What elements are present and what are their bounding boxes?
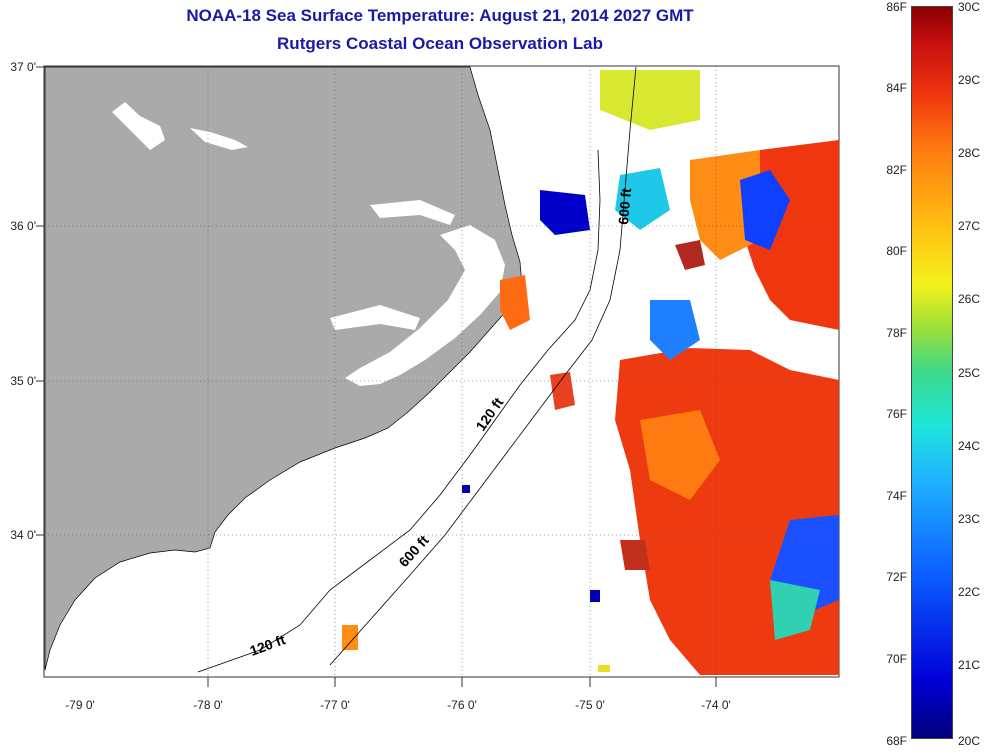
- sst-inshore: [500, 275, 530, 330]
- contour-600ft: [329, 66, 637, 666]
- colorbar-f-label: 72F: [886, 570, 907, 584]
- sst-blue-2: [650, 300, 700, 360]
- colorbar-c-label: 24C: [958, 439, 981, 453]
- colorbar-c-label: 20C: [958, 734, 981, 748]
- land-mass: [44, 66, 523, 671]
- sst-inshore-2: [550, 372, 575, 410]
- lat-label: 36 0': [10, 219, 36, 233]
- lat-label: 34 0': [10, 528, 36, 542]
- lon-label: -75 0': [575, 698, 605, 712]
- lon-label: -76 0': [447, 698, 477, 712]
- sst-cyan-2: [770, 580, 820, 640]
- colorbar-f-label: 76F: [886, 407, 907, 421]
- map-title: NOAA-18 Sea Surface Temperature: August …: [186, 6, 694, 25]
- contour-120ft: [197, 149, 601, 673]
- colorbar-c-label: 28C: [958, 146, 981, 160]
- lat-label: 35 0': [10, 374, 36, 388]
- colorbar-f-label: 74F: [886, 489, 907, 503]
- colorbar-c-label: 30C: [958, 0, 981, 14]
- sst-blue-3: [540, 190, 590, 235]
- lon-label: -77 0': [320, 698, 350, 712]
- colorbar-gradient: [911, 6, 953, 739]
- sst-small-4: [598, 665, 610, 672]
- sound-water: [345, 225, 505, 386]
- colorbar-f-label: 82F: [886, 163, 907, 177]
- colorbar-c-label: 23C: [958, 512, 981, 526]
- colorbar-c-label: 29C: [958, 73, 981, 87]
- grid-lines: [44, 66, 839, 677]
- lon-label: -74 0': [701, 698, 731, 712]
- colorbar-c-label: 26C: [958, 292, 981, 306]
- lon-label: -78 0': [193, 698, 223, 712]
- colorbar-c-label: 22C: [958, 585, 981, 599]
- river-albemarle: [370, 200, 455, 225]
- sst-orange: [690, 150, 760, 260]
- lat-label: 37 0': [10, 60, 36, 74]
- sst-darkred-2: [620, 540, 650, 570]
- sst-small-2: [590, 590, 600, 602]
- colorbar-f-label: 68F: [886, 734, 907, 748]
- colorbar-f-label: 86F: [886, 0, 907, 14]
- contour-label-600-north: 600 ft: [615, 187, 634, 225]
- sst-yellow: [600, 70, 700, 130]
- colorbar-c-label: 27C: [958, 219, 981, 233]
- colorbar: [911, 6, 953, 739]
- colorbar-c-label: 21C: [958, 658, 981, 672]
- sst-cyan: [615, 168, 670, 230]
- lake-inland: [112, 102, 165, 150]
- sst-blue: [740, 170, 790, 250]
- sst-darkred: [675, 240, 705, 270]
- colorbar-f-label: 78F: [886, 326, 907, 340]
- sst-orange-2: [640, 410, 720, 500]
- sst-small-3: [342, 625, 358, 650]
- colorbar-f-label: 80F: [886, 244, 907, 258]
- river-neuse: [330, 305, 420, 330]
- colorbar-f-label: 70F: [886, 652, 907, 666]
- colorbar-f-label: 84F: [886, 81, 907, 95]
- map-subtitle: Rutgers Coastal Ocean Observation Lab: [277, 34, 603, 53]
- lake-inland-2: [190, 128, 248, 150]
- lon-label: -79 0': [65, 698, 95, 712]
- sst-patches: [342, 70, 839, 675]
- axis-ticks: [36, 66, 717, 687]
- colorbar-c-label: 25C: [958, 366, 981, 380]
- sst-small-1: [462, 485, 470, 493]
